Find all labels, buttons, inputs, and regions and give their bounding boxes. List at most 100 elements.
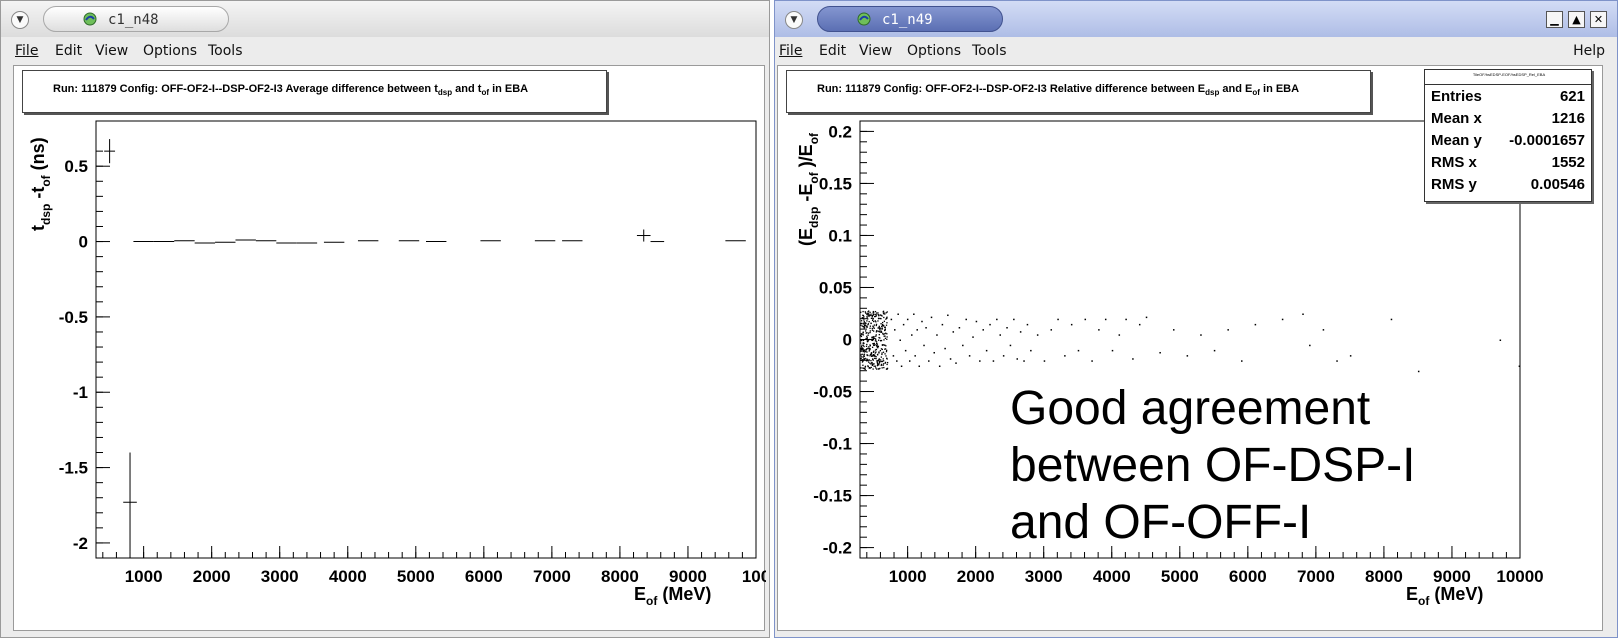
menu-help[interactable]: Help: [1573, 43, 1605, 59]
scatter-point: [863, 345, 865, 348]
scatter-point: [999, 334, 1001, 336]
scatter-point: [906, 318, 909, 321]
scatter-point: [883, 316, 885, 319]
scatter-point: [879, 328, 881, 330]
scatter-point: [861, 359, 864, 361]
scatter-point: [866, 325, 868, 327]
scatter-point: [862, 314, 865, 317]
scatter-point: [876, 362, 879, 365]
scatter-point: [862, 326, 864, 328]
left-window-menu-button[interactable]: ▼: [11, 11, 29, 29]
scatter-point: [886, 357, 888, 359]
scatter-point: [872, 351, 875, 353]
scatter-point: [867, 323, 870, 325]
scatter-point: [866, 359, 869, 362]
scatter-point: [1200, 334, 1202, 336]
scatter-point: [1016, 358, 1018, 360]
scatter-point: [880, 363, 883, 366]
right-plot-canvas[interactable]: Run: 111879 Config: OFF-OF2-I--DSP-OF2-I…: [777, 65, 1603, 631]
scatter-point: [874, 357, 876, 360]
scatter-point: [884, 326, 886, 328]
scatter-point: [872, 338, 874, 340]
scatter-point: [872, 314, 874, 316]
menu-tools[interactable]: Tools: [208, 43, 243, 59]
scatter-point: [928, 360, 930, 362]
scatter-point: [877, 345, 879, 347]
scatter-point: [869, 325, 872, 327]
scatter-point: [865, 332, 867, 334]
scatter-point: [880, 330, 882, 332]
scatter-point: [874, 315, 876, 318]
minimize-icon[interactable]: ▁: [1546, 11, 1563, 28]
left-plot-canvas[interactable]: Run: 111879 Config: OFF-OF2-I--DSP-OF2-I…: [13, 65, 769, 631]
right-window-tab[interactable]: c1_n49: [817, 6, 1003, 32]
scatter-point: [862, 317, 865, 320]
scatter-point: [875, 356, 877, 358]
scatter-point: [1125, 318, 1127, 321]
scatter-point: [883, 344, 885, 346]
scatter-point: [1336, 360, 1338, 362]
scatter-point: [874, 352, 876, 354]
x-tick-label: 2000: [957, 567, 995, 586]
error-bar-point: [636, 229, 651, 242]
stats-row: Mean y -0.0001657: [1431, 130, 1585, 152]
y-tick-label: 0.1: [828, 226, 852, 245]
scatter-point: [1499, 339, 1502, 341]
scatter-point: [869, 349, 871, 351]
scatter-point: [875, 367, 877, 369]
scatter-point: [881, 353, 883, 356]
error-bar-point: [104, 139, 116, 164]
scatter-point: [872, 368, 874, 370]
close-icon[interactable]: ✕: [1590, 11, 1607, 28]
scatter-point: [869, 348, 871, 350]
scatter-point: [880, 323, 882, 325]
scatter-point: [882, 351, 885, 353]
scatter-point: [865, 337, 867, 340]
menu-edit[interactable]: Edit: [819, 43, 847, 59]
x-tick-label: 100: [742, 567, 766, 586]
menu-file[interactable]: File: [15, 43, 39, 59]
scatter-point: [864, 368, 866, 370]
menu-edit[interactable]: Edit: [55, 43, 83, 59]
scatter-point: [875, 315, 877, 317]
scatter-point: [879, 314, 882, 316]
scatter-point: [862, 356, 864, 358]
menu-options[interactable]: Options: [143, 43, 198, 59]
scatter-point: [878, 325, 880, 327]
scatter-point: [862, 348, 864, 350]
scatter-point: [1417, 370, 1420, 373]
scatter-point: [1241, 360, 1243, 362]
right-plot-svg: 0.2 0.15 0.1 0.05 0 -0.05 -0.1 -0.15 -0.2 1000 20…: [796, 120, 1544, 608]
scatter-point: [886, 367, 889, 370]
right-window-menu-button[interactable]: ▼: [785, 11, 803, 29]
menu-view[interactable]: View: [95, 43, 129, 59]
left-window-tab[interactable]: c1_n48: [43, 6, 229, 32]
scatter-point: [873, 342, 875, 345]
scatter-point: [881, 327, 883, 329]
scatter-point: [886, 361, 889, 364]
scatter-point: [1118, 334, 1121, 336]
menu-file[interactable]: File: [779, 43, 803, 59]
scatter-point: [865, 326, 867, 328]
scatter-point: [865, 312, 867, 314]
menu-view[interactable]: View: [859, 43, 893, 59]
scatter-point: [936, 334, 938, 336]
scatter-point: [1030, 349, 1032, 352]
scatter-point: [873, 337, 875, 339]
menu-tools[interactable]: Tools: [972, 43, 1007, 59]
scatter-point: [869, 345, 872, 347]
scatter-point: [975, 320, 978, 323]
scatter-point: [860, 311, 862, 313]
scatter-point: [886, 336, 888, 338]
scatter-point: [876, 364, 879, 367]
scatter-point: [880, 364, 882, 367]
scatter-point: [962, 344, 964, 347]
menu-options[interactable]: Options: [907, 43, 962, 59]
x-tick-label: 6000: [1229, 567, 1267, 586]
scatter-point: [874, 320, 876, 322]
scatter-point: [876, 363, 879, 365]
scatter-point: [869, 355, 871, 357]
scatter-point: [862, 364, 864, 366]
scatter-point: [881, 328, 883, 330]
maximize-icon[interactable]: ▲: [1568, 11, 1585, 28]
